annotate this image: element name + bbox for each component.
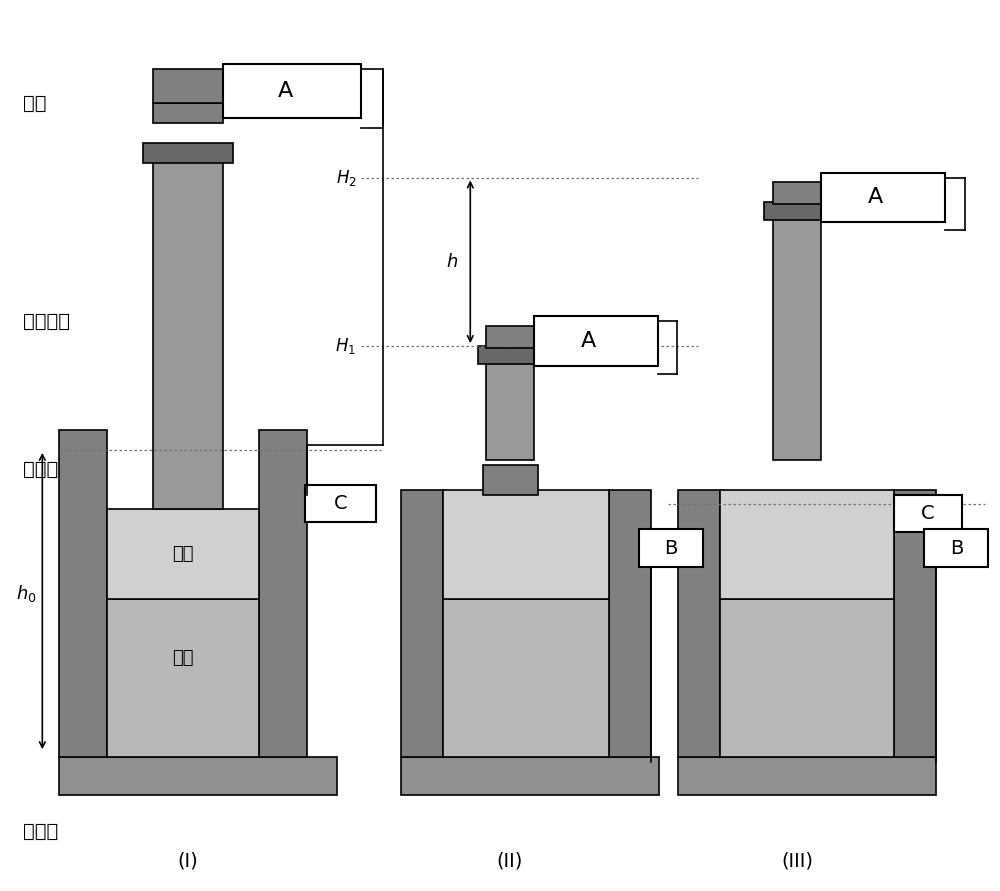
Bar [259,430,307,757]
Bar [478,346,542,364]
Bar [107,510,259,599]
Bar [894,489,936,757]
Bar [401,757,659,795]
Text: (III): (III) [781,852,813,871]
Bar [223,63,361,119]
Bar [821,173,945,222]
Bar [153,69,223,103]
Bar [773,183,821,204]
Text: 锭坯: 锭坯 [172,649,194,667]
Bar [534,316,658,365]
Bar [143,143,233,163]
Bar [153,103,223,123]
Bar [153,152,223,510]
Text: B: B [950,538,963,558]
Text: 底水箱: 底水箱 [23,822,58,841]
Text: 横臂: 横臂 [23,94,46,113]
Bar [443,489,609,599]
Bar [720,489,894,599]
Bar [924,529,988,567]
Text: B: B [664,538,677,558]
Text: $h$: $h$ [446,253,459,271]
Text: A: A [868,187,883,208]
Bar [486,356,534,460]
Bar [59,757,337,795]
Text: 结晶器: 结晶器 [23,461,58,479]
Text: (I): (I) [178,852,198,871]
Text: $h_0$: $h_0$ [16,583,37,604]
Text: A: A [277,81,293,101]
Bar [639,529,703,567]
Bar [678,757,936,795]
Text: 自耗电极: 自耗电极 [23,312,70,331]
Bar [483,465,538,495]
Text: A: A [581,331,596,351]
Text: C: C [334,494,347,513]
Bar [401,489,443,757]
Bar [609,489,651,757]
Bar [773,217,821,460]
Bar [486,326,534,347]
Text: (II): (II) [497,852,523,871]
Bar [107,599,259,757]
Bar [443,599,609,757]
Text: $H_1$: $H_1$ [335,336,356,356]
Bar [678,489,720,757]
Text: $H_2$: $H_2$ [336,168,356,187]
Text: C: C [921,503,935,523]
Bar [894,495,962,532]
Bar [720,599,894,757]
Bar [764,202,831,220]
Bar [59,430,107,757]
Bar [305,485,376,522]
Text: 熔池: 熔池 [172,545,194,563]
